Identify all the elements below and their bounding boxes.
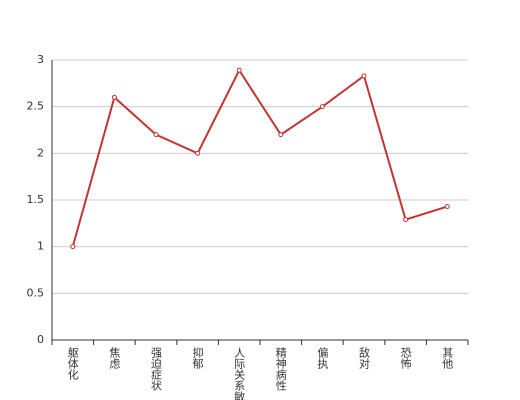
x-tick-label: 恐怖 <box>399 347 412 369</box>
x-tick-label: 精神病性 <box>274 347 287 392</box>
y-tick-label: 3 <box>37 53 44 66</box>
point <box>195 150 201 156</box>
y-tick-label: 2 <box>37 146 44 159</box>
x-tick-label: 其他 <box>441 347 454 369</box>
y-tick-label: 0.5 <box>27 286 45 299</box>
point <box>319 104 325 110</box>
line <box>71 68 448 247</box>
point <box>153 132 159 138</box>
x-tick-label: 敌对 <box>358 346 371 369</box>
x-tick-label: 抑郁 <box>191 346 204 369</box>
point <box>361 73 367 79</box>
point <box>236 67 242 73</box>
x-tick-label: 躯体化 <box>66 347 79 381</box>
point <box>70 244 76 250</box>
point <box>111 94 117 100</box>
x-tick-label: 焦虑 <box>108 347 121 369</box>
point <box>444 204 450 210</box>
point <box>403 217 409 223</box>
x-tick-label: 强迫症状 <box>150 347 163 391</box>
y-tick-label: 1 <box>37 240 44 253</box>
y-tick-label: 2.5 <box>27 100 45 113</box>
y-tick-label: 0 <box>37 333 44 346</box>
y-tick-label: 1.5 <box>27 193 45 206</box>
x-tick-label: 人际关系敏感 <box>233 347 246 400</box>
x-tick-label: 偏执 <box>316 346 329 370</box>
point <box>278 132 284 138</box>
